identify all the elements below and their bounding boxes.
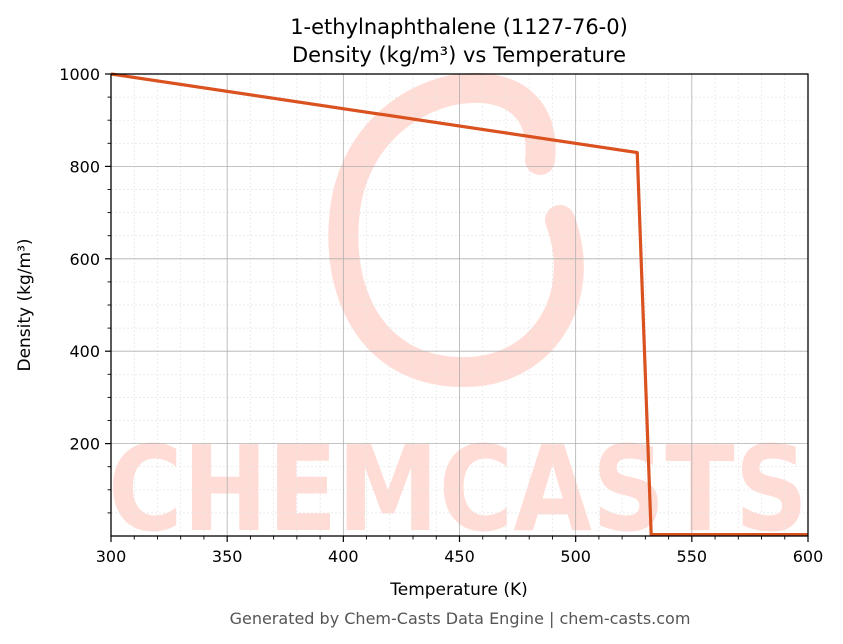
x-tick-label: 450 [444, 547, 475, 566]
density-series-line [110, 72, 808, 537]
x-tick-label: 400 [328, 547, 359, 566]
x-tick-label: 500 [560, 547, 591, 566]
x-tick-label: 350 [212, 547, 243, 566]
y-tick-label: 200 [69, 435, 100, 454]
chart-title: 1-ethylnaphthalene (1127-76-0) [290, 15, 628, 39]
y-tick-label: 400 [69, 342, 100, 361]
chart-subtitle: Density (kg/m³) vs Temperature [292, 43, 626, 67]
y-tick-label: 1000 [59, 65, 100, 84]
y-tick-label: 600 [69, 250, 100, 269]
y-tick-label: 800 [69, 157, 100, 176]
y-axis-label: Density (kg/m³) [15, 238, 35, 371]
axis-ticks [105, 73, 809, 542]
y-tick-labels: 200 400 600 800 1000 [59, 65, 100, 454]
x-tick-label: 550 [677, 547, 708, 566]
watermark-text: CHEMCASTS [108, 420, 808, 558]
watermark-swirl [328, 72, 584, 388]
x-tick-label: 300 [96, 547, 127, 566]
chemcasts-watermark: CHEMCASTS [108, 72, 808, 558]
x-tick-labels: 300 350 400 450 500 550 600 [96, 547, 824, 566]
series-layer [110, 72, 808, 537]
x-tick-label: 600 [793, 547, 824, 566]
x-axis-label: Temperature (K) [389, 580, 528, 600]
footer-credit: Generated by Chem-Casts Data Engine | ch… [230, 609, 691, 628]
